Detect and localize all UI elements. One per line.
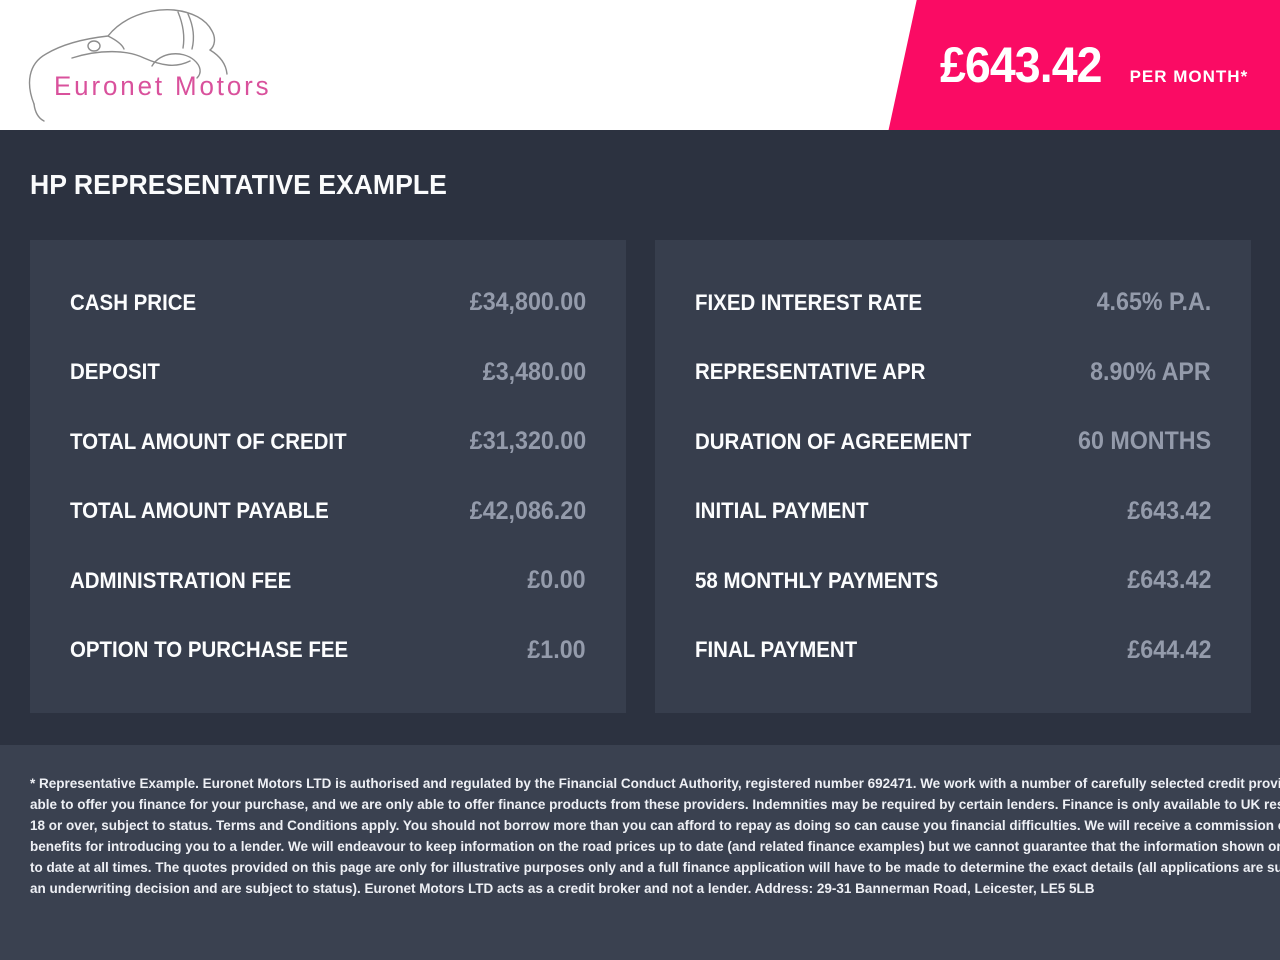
row-label: FIXED INTEREST RATE [695, 289, 922, 315]
table-row: DURATION OF AGREEMENT 60 MONTHS [695, 407, 1211, 477]
table-row: FINAL PAYMENT £644.42 [695, 616, 1211, 686]
disclaimer-line: benefits for introducing you to a lender… [30, 839, 1280, 854]
row-value: £34,800.00 [469, 288, 586, 317]
row-value: 4.65% P.A. [1096, 288, 1211, 317]
row-label: DURATION OF AGREEMENT [695, 428, 972, 454]
disclaimer-section: * Representative Example. Euronet Motors… [0, 745, 1280, 960]
price-banner-content: £643.42 PER MONTH* [940, 36, 1248, 94]
table-row: CASH PRICE £34,800.00 [70, 268, 586, 338]
disclaimer-line: to date at all times. The quotes provide… [30, 860, 1280, 875]
row-label: CASH PRICE [70, 289, 197, 315]
table-row: TOTAL AMOUNT OF CREDIT £31,320.00 [70, 407, 586, 477]
table-row: REPRESENTATIVE APR 8.90% APR [695, 338, 1211, 408]
table-row: TOTAL AMOUNT PAYABLE £42,086.20 [70, 477, 586, 547]
row-label: ADMINISTRATION FEE [70, 567, 292, 593]
monthly-price: £643.42 [939, 37, 1103, 93]
row-value: £42,086.20 [469, 496, 586, 525]
row-value: £3,480.00 [482, 357, 586, 386]
header-bar: Euronet Motors £643.42 PER MONTH* [0, 0, 1280, 130]
price-banner: £643.42 PER MONTH* [888, 0, 1280, 130]
row-value: 60 MONTHS [1077, 427, 1211, 456]
row-value: £644.42 [1126, 635, 1211, 664]
row-label: FINAL PAYMENT [695, 637, 858, 663]
finance-panel-right: FIXED INTEREST RATE 4.65% P.A. REPRESENT… [655, 240, 1251, 713]
table-row: FIXED INTEREST RATE 4.65% P.A. [695, 268, 1211, 338]
brand-logo: Euronet Motors [24, 4, 269, 126]
table-row: 58 MONTHLY PAYMENTS £643.42 [695, 546, 1211, 616]
row-label: REPRESENTATIVE APR [695, 359, 926, 385]
row-label: INITIAL PAYMENT [695, 498, 869, 524]
disclaimer-line: able to offer you finance for your purch… [30, 797, 1280, 812]
disclaimer-line: 18 or over, subject to status. Terms and… [30, 818, 1280, 833]
row-label: OPTION TO PURCHASE FEE [70, 637, 349, 663]
title-section: HP REPRESENTATIVE EXAMPLE [0, 130, 1280, 240]
table-row: INITIAL PAYMENT £643.42 [695, 477, 1211, 547]
row-value: £643.42 [1126, 496, 1211, 525]
disclaimer-line: * Representative Example. Euronet Motors… [30, 776, 1280, 791]
disclaimer-line: an underwriting decision and are subject… [30, 881, 1095, 896]
table-row: OPTION TO PURCHASE FEE £1.00 [70, 616, 586, 686]
row-value: £31,320.00 [469, 427, 586, 456]
table-row: ADMINISTRATION FEE £0.00 [70, 546, 586, 616]
row-value: £643.42 [1126, 566, 1211, 595]
finance-panels: CASH PRICE £34,800.00 DEPOSIT £3,480.00 … [30, 240, 1251, 713]
finance-panel-left: CASH PRICE £34,800.00 DEPOSIT £3,480.00 … [30, 240, 626, 713]
row-value: 8.90% APR [1090, 357, 1211, 386]
row-label: TOTAL AMOUNT OF CREDIT [70, 428, 347, 454]
row-label: DEPOSIT [70, 359, 160, 385]
monthly-price-suffix: PER MONTH* [1129, 67, 1249, 86]
row-value: £0.00 [527, 566, 586, 595]
row-value: £1.00 [527, 635, 586, 664]
brand-name: Euronet Motors [54, 71, 272, 101]
row-label: 58 MONTHLY PAYMENTS [695, 567, 939, 593]
table-row: DEPOSIT £3,480.00 [70, 338, 586, 408]
row-label: TOTAL AMOUNT PAYABLE [70, 498, 329, 524]
page-title: HP REPRESENTATIVE EXAMPLE [30, 169, 447, 200]
